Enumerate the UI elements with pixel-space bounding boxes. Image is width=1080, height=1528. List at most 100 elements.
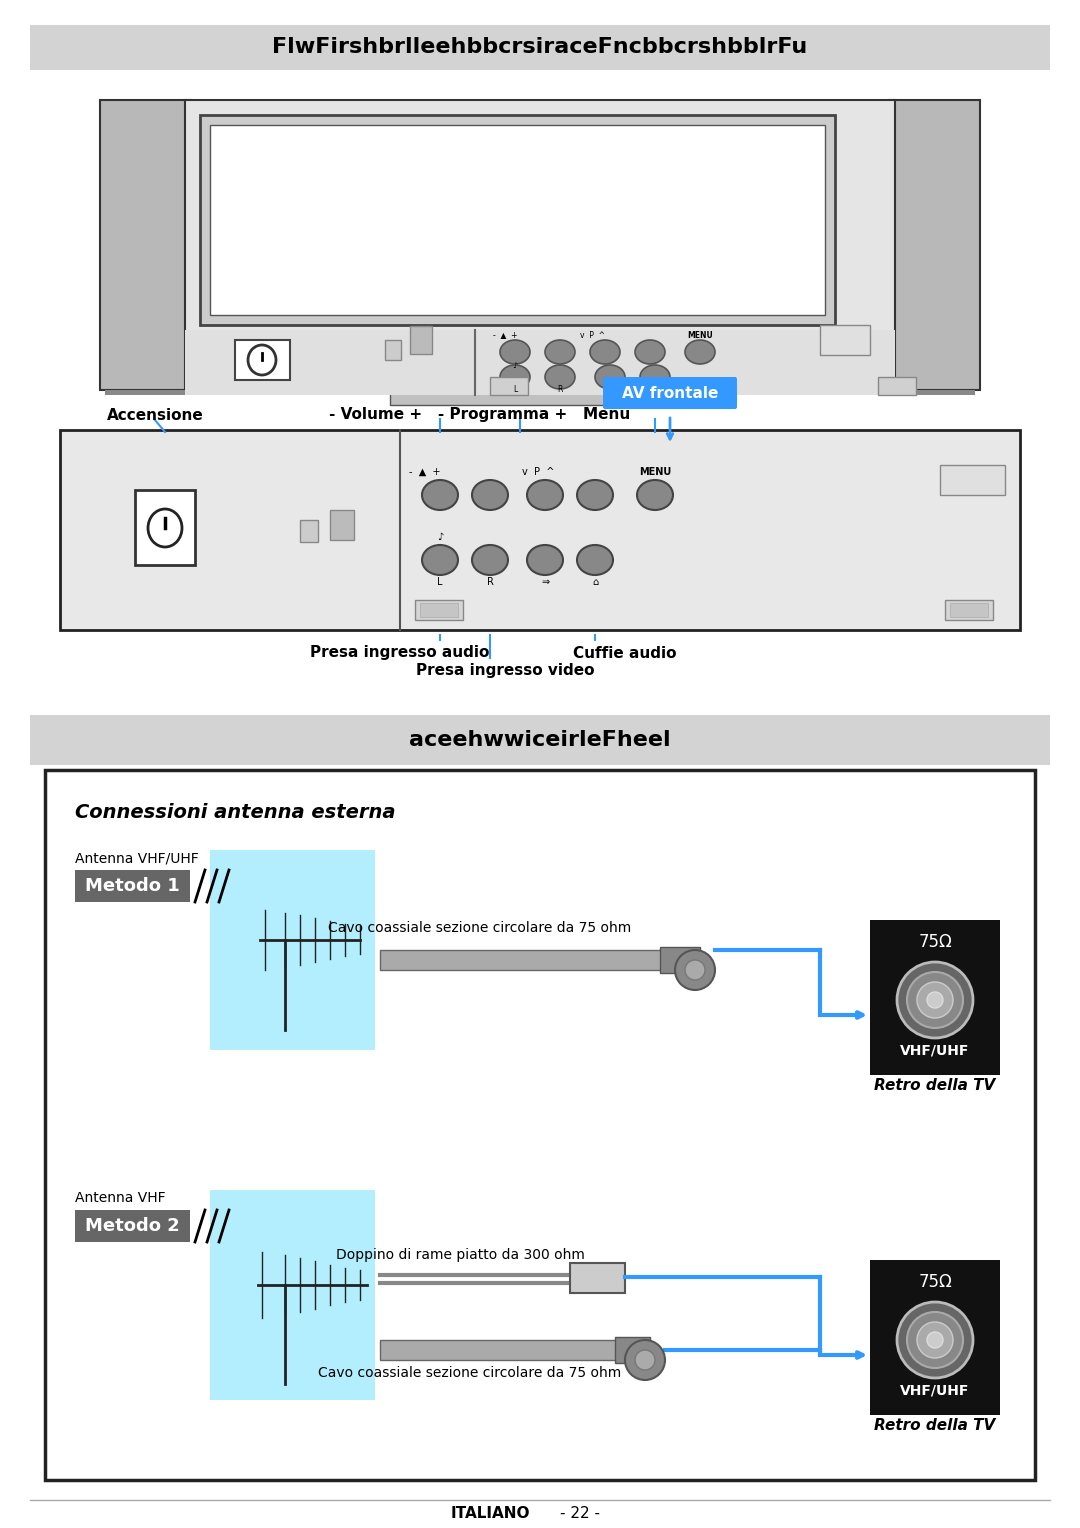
Bar [185,330,895,396]
Circle shape [635,1351,654,1371]
Ellipse shape [527,480,563,510]
Bar [940,465,1005,495]
Text: ⇒: ⇒ [607,385,613,394]
Text: Retro della TV: Retro della TV [875,1077,996,1093]
Circle shape [927,1332,943,1348]
Text: - 22 -: - 22 - [561,1507,600,1522]
Text: Doppino di rame piatto da 300 ohm: Doppino di rame piatto da 300 ohm [336,1248,584,1262]
Bar [410,325,432,354]
Bar [384,341,401,361]
Ellipse shape [685,341,715,364]
Text: Cuffie audio: Cuffie audio [573,645,677,660]
Ellipse shape [545,365,575,390]
Circle shape [927,992,943,1008]
Bar [390,390,690,405]
Bar [60,429,1020,630]
Ellipse shape [527,545,563,575]
Ellipse shape [635,341,665,364]
Bar [185,99,895,390]
Circle shape [907,972,963,1028]
Text: 75Ω: 75Ω [918,1273,951,1291]
Bar [820,325,870,354]
Text: Presa ingresso video: Presa ingresso video [416,663,594,677]
Circle shape [897,1302,973,1378]
Text: Presa ingresso audio: Presa ingresso audio [310,645,489,660]
Circle shape [907,1313,963,1368]
Bar [380,950,665,970]
Text: VHF/UHF: VHF/UHF [901,1383,970,1397]
Bar [890,99,980,390]
Text: aceehwwiceirleFheel: aceehwwiceirleFheel [409,730,671,750]
Bar [210,1190,375,1400]
Bar [615,1337,650,1363]
Bar [45,770,1035,1481]
Text: Cavo coassiale sezione circolare da 75 ohm: Cavo coassiale sezione circolare da 75 o… [319,1366,622,1380]
Text: 75Ω: 75Ω [918,934,951,950]
Text: ⇒: ⇒ [541,578,549,587]
Text: -  ▲  +: - ▲ + [492,330,517,339]
Bar [210,850,375,1050]
Bar [105,390,975,396]
Ellipse shape [500,365,530,390]
Text: VHF/UHF: VHF/UHF [901,1044,970,1057]
Ellipse shape [595,365,625,390]
Text: Metodo 2: Metodo 2 [84,1216,179,1235]
Ellipse shape [422,480,458,510]
Bar [870,920,1000,1076]
Text: Cavo coassiale sezione circolare da 75 ohm: Cavo coassiale sezione circolare da 75 o… [328,921,632,935]
Bar [878,377,916,396]
Ellipse shape [422,545,458,575]
Bar [75,869,190,902]
Text: ♪: ♪ [512,361,517,370]
Text: Antenna VHF: Antenna VHF [75,1190,165,1206]
Text: v  P  ^: v P ^ [522,468,554,477]
Bar [330,510,354,539]
Bar [380,1340,620,1360]
Text: Accensione: Accensione [107,408,203,423]
FancyBboxPatch shape [603,377,737,410]
Circle shape [675,950,715,990]
Bar [30,715,1050,766]
Text: R: R [487,578,494,587]
Text: AV frontale: AV frontale [622,385,718,400]
Bar [235,341,291,380]
Ellipse shape [577,545,613,575]
Bar [200,115,835,325]
Circle shape [917,983,953,1018]
Bar [415,601,463,620]
Text: Connessioni antenna esterna: Connessioni antenna esterna [75,802,395,822]
Bar [490,377,528,396]
Bar [135,490,195,565]
Circle shape [897,963,973,1038]
Ellipse shape [472,545,508,575]
Bar [30,24,1050,70]
Text: Antenna VHF/UHF: Antenna VHF/UHF [75,851,199,865]
Bar [660,947,700,973]
Text: FlwFirshbrlleehbbcrsiraceFncbbcrshbblrFu: FlwFirshbrlleehbbcrsiraceFncbbcrshbblrFu [272,37,808,57]
Text: ⌂: ⌂ [592,578,598,587]
Text: R: R [557,385,563,394]
Bar [300,520,318,542]
Text: ♪: ♪ [437,532,443,542]
Text: ⌂: ⌂ [652,385,658,394]
Bar [570,1264,625,1293]
Ellipse shape [577,480,613,510]
Bar [210,125,825,315]
Text: MENU: MENU [639,468,671,477]
Text: -  ▲  +: - ▲ + [409,468,441,477]
Text: L: L [513,385,517,394]
Text: - Volume +   - Programma +   Menu: - Volume + - Programma + Menu [329,408,631,423]
Ellipse shape [590,341,620,364]
Bar [945,601,993,620]
Circle shape [685,960,705,979]
Text: v  P  ^: v P ^ [580,330,605,339]
Ellipse shape [545,341,575,364]
Bar [870,1261,1000,1415]
Text: L: L [437,578,443,587]
Bar [420,604,458,617]
Ellipse shape [640,365,670,390]
Circle shape [917,1322,953,1358]
Text: Retro della TV: Retro della TV [875,1418,996,1433]
Ellipse shape [500,341,530,364]
Bar [100,99,190,390]
